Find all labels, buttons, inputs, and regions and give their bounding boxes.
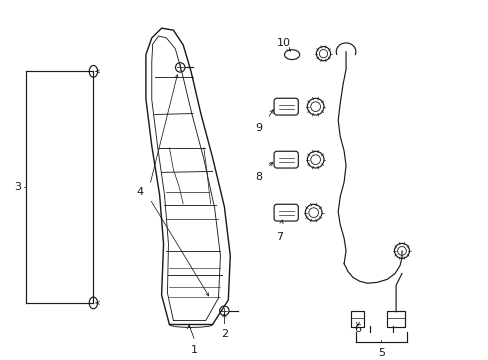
Text: 7: 7 xyxy=(275,232,283,242)
Text: 6: 6 xyxy=(354,324,361,333)
Text: 4: 4 xyxy=(136,187,143,197)
Text: 5: 5 xyxy=(377,348,384,358)
Text: 1: 1 xyxy=(190,345,197,355)
Text: 10: 10 xyxy=(277,38,291,48)
Text: 2: 2 xyxy=(221,329,227,339)
Text: 8: 8 xyxy=(255,172,262,182)
Text: 9: 9 xyxy=(255,123,262,133)
Text: 3: 3 xyxy=(14,182,21,192)
